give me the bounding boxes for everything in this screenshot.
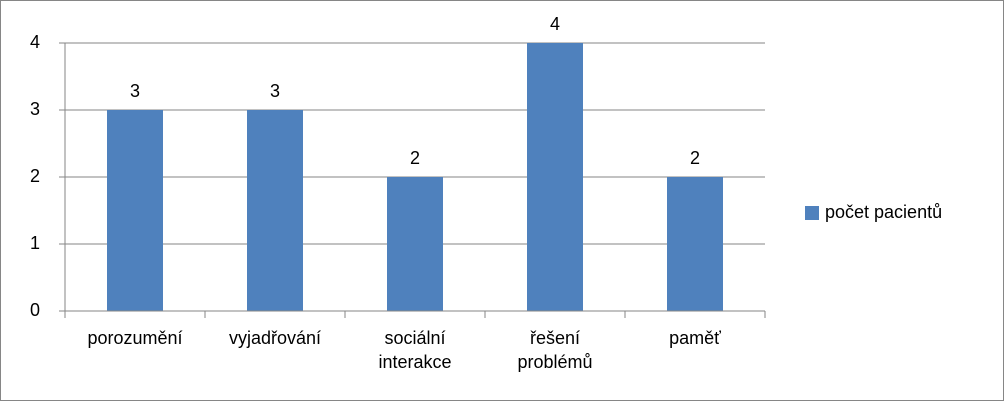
legend-swatch [805, 206, 819, 220]
data-label: 2 [690, 148, 700, 168]
y-tick-label: 2 [30, 166, 40, 186]
x-tick-label: sociální interakce [378, 328, 451, 372]
bar [387, 177, 443, 311]
data-label: 2 [410, 148, 420, 168]
x-tick-label: porozumění [87, 328, 182, 348]
x-tick-label: vyjadřování [229, 328, 321, 348]
y-tick-label: 3 [30, 99, 40, 119]
x-tick-label: paměť [669, 328, 721, 348]
y-tick-label: 1 [30, 233, 40, 253]
x-tick-label: řešení problémů [517, 328, 592, 372]
data-label: 3 [270, 81, 280, 101]
bar [107, 110, 163, 311]
data-label: 3 [130, 81, 140, 101]
legend-label: počet pacientů [825, 202, 942, 222]
bar [247, 110, 303, 311]
y-tick-label: 0 [30, 300, 40, 320]
bar [527, 43, 583, 311]
bar [667, 177, 723, 311]
data-label: 4 [550, 14, 560, 34]
y-tick-label: 4 [30, 32, 40, 52]
